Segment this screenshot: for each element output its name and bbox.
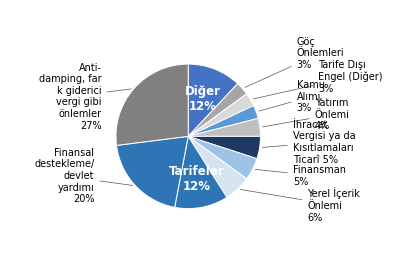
Text: Yerel İçerik
Önlemi
6%: Yerel İçerik Önlemi 6%: [240, 187, 360, 222]
Wedge shape: [117, 136, 188, 207]
Wedge shape: [188, 136, 261, 159]
Wedge shape: [188, 136, 257, 179]
Text: Anti-
damping, far
k giderici
vergi gibi
önlemler
27%: Anti- damping, far k giderici vergi gibi…: [39, 63, 131, 131]
Text: Göç
Önlemleri
3%: Göç Önlemleri 3%: [245, 37, 344, 87]
Text: Diğer
12%: Diğer 12%: [185, 85, 221, 113]
Text: Yatırım
Önlemi
4%: Yatırım Önlemi 4%: [263, 98, 350, 131]
Text: İhracat
Vergisi ya da
Kısıtlamaları
Ticarî 5%: İhracat Vergisi ya da Kısıtlamaları Tica…: [262, 120, 355, 164]
Text: Finansman
5%: Finansman 5%: [255, 165, 346, 187]
Wedge shape: [116, 64, 188, 146]
Text: Tarifeler
12%: Tarifeler 12%: [169, 165, 224, 193]
Wedge shape: [188, 136, 247, 197]
Wedge shape: [188, 118, 261, 136]
Wedge shape: [188, 106, 258, 136]
Text: Finansal
destekleme/
devlet
yardımı
20%: Finansal destekleme/ devlet yardımı 20%: [34, 148, 133, 204]
Wedge shape: [175, 136, 227, 209]
Wedge shape: [188, 84, 247, 136]
Wedge shape: [188, 94, 254, 136]
Text: Tarife Dışı
Engel (Diğer)
3%: Tarife Dışı Engel (Diğer) 3%: [253, 60, 383, 99]
Text: Kamu
Alımı
3%: Kamu Alımı 3%: [259, 80, 325, 113]
Wedge shape: [188, 64, 238, 136]
